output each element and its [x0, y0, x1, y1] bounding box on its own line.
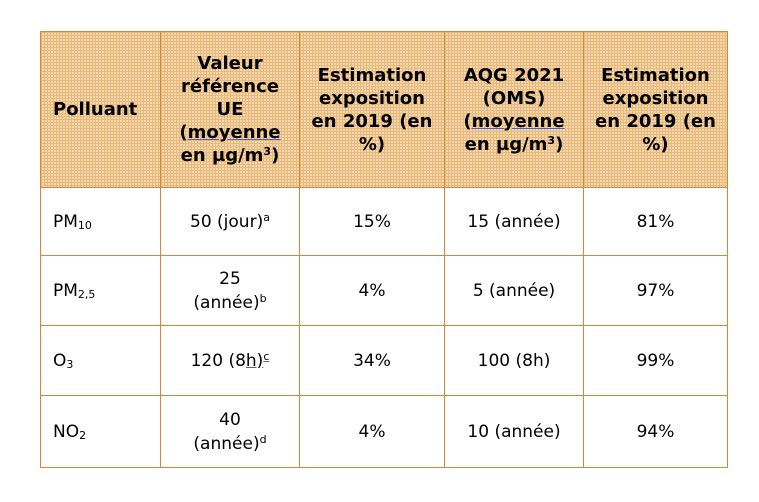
table-row-no2: NO2 40 (année)d 4% 10 (année) 94% [40, 395, 728, 468]
header-valeur-paren-open: ( [179, 122, 188, 143]
ue-value-line1: 25 [219, 268, 241, 289]
header-aqg-moyenne: moyenne [471, 110, 565, 132]
header-aqg-unit-sup: 3 [547, 133, 556, 147]
aqg-value-cell: 100 (8h) [444, 325, 584, 396]
header-aqg-paren-close: ) [555, 133, 564, 155]
pollutant-subscript: 3 [66, 357, 74, 371]
pollutant-base: O [53, 350, 67, 371]
expo-aqg-cell: 81% [583, 187, 728, 256]
ue-value-line2: (année) [193, 433, 260, 454]
pollutant-base: PM [53, 280, 78, 301]
pollutant-subscript: 2 [79, 428, 87, 442]
table-row-o3: O3 120 (8h)c 34% 100 (8h) 99% [40, 325, 728, 396]
header-valeur-reference-ue: Valeur référence UE (moyenne en µg/m3) [160, 31, 300, 188]
header-aqg-paren-open: ( [463, 110, 472, 132]
ue-note: d [259, 432, 267, 446]
pollutant-cell: PM10 [40, 187, 161, 256]
header-valeur-line2: référence [181, 76, 279, 97]
header-valeur-moyenne: moyenne [187, 122, 281, 143]
expo-ue-cell: 15% [299, 187, 445, 256]
header-valeur-paren-close: ) [271, 145, 280, 166]
pollutant-subscript: 10 [77, 218, 92, 232]
header-valeur-unit-sup: 3 [263, 145, 272, 158]
header-aqg-line2: (OMS) [482, 87, 546, 109]
ue-value-cell: 50 (jour)a [160, 187, 300, 256]
expo-ue-cell: 34% [299, 325, 445, 396]
header-polluant: Polluant [40, 31, 161, 188]
header-estimation-aqg: Estimation exposition en 2019 (en %) [583, 31, 728, 188]
pollutant-table: Polluant Valeur référence UE (moyenne en… [40, 31, 728, 468]
table-row-pm25: PM2,5 25 (année)b 4% 5 (année) 97% [40, 255, 728, 326]
header-valeur-unit: en µg/m [180, 145, 264, 166]
pollutant-cell: O3 [40, 325, 161, 396]
ue-note: a [263, 210, 270, 224]
table-row-pm10: PM10 50 (jour)a 15% 15 (année) 81% [40, 187, 728, 256]
pollutant-base: PM [53, 211, 78, 232]
pollutant-cell: PM2,5 [40, 255, 161, 326]
header-aqg-line1: AQG 2021 [463, 64, 565, 86]
header-valeur-line3: UE [216, 99, 244, 120]
expo-aqg-cell: 97% [583, 255, 728, 326]
ue-value-cell: 40 (année)d [160, 395, 300, 468]
ue-value-line2: (année) [193, 292, 260, 313]
header-aqg-2021: AQG 2021 (OMS) (moyenne en µg/m3) [444, 31, 584, 188]
pollutant-base: NO [53, 421, 80, 442]
ue-value-link: h) [245, 350, 264, 371]
aqg-value-cell: 15 (année) [444, 187, 584, 256]
header-estimation-ue: Estimation exposition en 2019 (en %) [299, 31, 445, 188]
expo-aqg-cell: 99% [583, 325, 728, 396]
expo-ue-cell: 4% [299, 255, 445, 326]
aqg-value-cell: 10 (année) [444, 395, 584, 468]
ue-value-cell: 25 (année)b [160, 255, 300, 326]
header-valeur-line1: Valeur [197, 53, 263, 74]
pollutant-cell: NO2 [40, 395, 161, 468]
ue-value-line1: 40 [219, 409, 241, 430]
aqg-value-cell: 5 (année) [444, 255, 584, 326]
pollutant-subscript: 2,5 [77, 287, 96, 301]
ue-note: b [259, 291, 267, 305]
ue-value: 120 (8 [190, 350, 246, 371]
ue-note: c [263, 349, 270, 363]
ue-value: 50 (jour) [190, 211, 264, 232]
expo-aqg-cell: 94% [583, 395, 728, 468]
header-row: Polluant Valeur référence UE (moyenne en… [40, 31, 728, 188]
header-aqg-unit: en µg/m [464, 133, 548, 155]
ue-value-cell: 120 (8h)c [160, 325, 300, 396]
expo-ue-cell: 4% [299, 395, 445, 468]
